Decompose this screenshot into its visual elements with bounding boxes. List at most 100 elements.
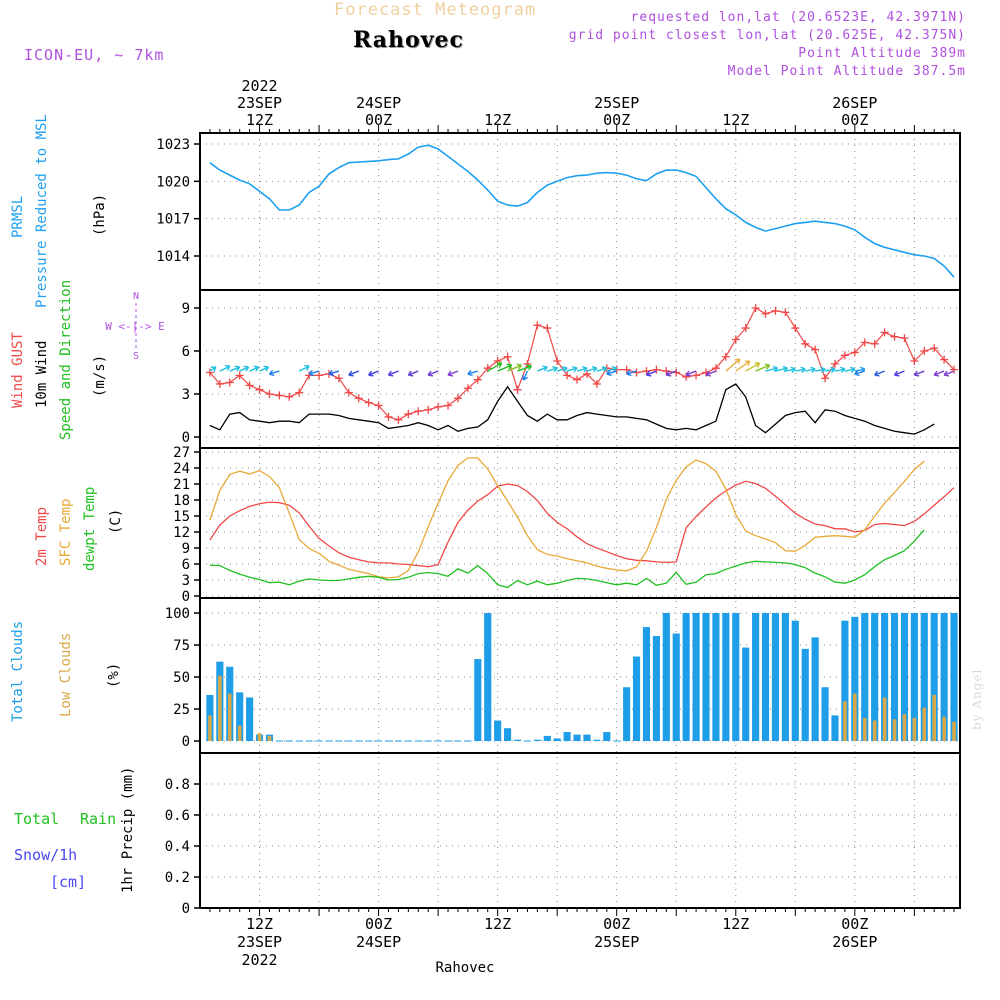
wind-direction-arrow [566,366,578,373]
sfc-temp-line [209,457,925,579]
total-cloud-bar [246,697,254,741]
gust-marker [374,401,383,410]
model-label: ICON-EU, ~ 7km [24,46,165,64]
top-time-label: 24SEP [356,94,401,112]
gust-marker [205,368,214,377]
total-cloud-bar [900,613,909,741]
gust-marker [414,407,423,416]
gust-marker [424,405,433,414]
gust-marker [285,392,294,401]
clouds-ytick-label: 50 [173,670,190,686]
wind-direction-arrow [497,363,513,372]
compass-we: W <-|-> E [105,320,165,333]
gust-marker [920,347,929,355]
gust-line [209,307,955,421]
total-cloud-bar [603,732,611,741]
total-cloud-bar [236,692,244,741]
gust-marker [950,365,959,374]
total-cloud-bar [484,613,492,741]
wind-direction-arrow [933,370,945,377]
total-cloud-bar [662,613,670,741]
gust-marker [801,339,810,348]
wind-direction-arrow [665,370,677,377]
total-cloud-bar [930,613,938,741]
total-cloud-bar [752,613,760,741]
wind-direction-arrow [387,370,399,377]
gust-marker [225,378,234,387]
gust-marker [463,384,472,393]
total-cloud-bar [494,720,502,741]
wind10m-line [209,383,935,435]
wind-direction-arrow [745,362,761,372]
gust-marker [503,352,512,361]
low-cloud-bar [892,719,897,741]
low-cloud-bar [267,735,272,741]
gust-marker [245,381,254,390]
gust-marker [771,306,780,315]
total-cloud-bar [742,647,750,741]
wind-direction-arrows [209,358,955,381]
gust-marker [543,324,552,333]
wind-direction-arrow [626,369,637,377]
wind-direction-arrow [834,366,846,374]
gust-marker [711,364,720,373]
bottom-time-label: 00Z [365,915,392,933]
gust-marker [930,344,939,353]
low-cloud-bar [912,717,917,741]
gust-marker [612,365,621,374]
total-cloud-bar [811,637,819,741]
wind-ytick-label: 6 [182,344,190,360]
gust-marker [761,309,770,318]
gust-marker [404,410,413,419]
precip-rain-label: Rain [80,810,117,828]
top-time-label: 12Z [246,111,273,129]
compass-s: S [133,351,139,362]
total-cloud-bar [761,613,770,741]
gust-marker [384,412,393,421]
gust-marker [870,339,879,348]
wind-direction-arrow [328,369,340,377]
total-cloud-bar [672,633,680,741]
wind-direction-arrow [348,370,360,377]
gust-marker [473,375,482,384]
gust-marker [821,374,830,383]
top-time-label: 23SEP [237,94,282,112]
low-cloud-bar [922,707,927,741]
total-cloud-bar [474,659,482,741]
bottom-time-label: 12Z [246,915,273,933]
temp-ytick-label: 12 [173,525,190,541]
total-cloud-bar [682,613,690,741]
total-cloud-bar [533,739,541,741]
gust-marker [781,308,790,317]
total-cloud-bar [920,613,928,741]
wind-direction-arrow [576,366,588,373]
temp-2m-line [209,480,955,568]
gust-marker [692,371,701,380]
total-cloud-bar [513,739,522,741]
clouds-ytick-label: 0 [182,734,190,750]
wind-direction-arrow [913,370,925,377]
temp-frame [199,447,961,599]
gust-marker [513,385,522,394]
low-cloud-bar [952,721,956,741]
total-cloud-bar [791,620,799,741]
total-cloud-bar [950,613,958,741]
wind-direction-arrow [219,364,231,372]
total-cloud-bar [910,613,918,741]
precip-cm-label: [cm] [50,873,87,891]
wind-direction-arrow [755,363,771,372]
wind-direction-arrow [259,365,270,372]
total-cloud-bar [771,613,780,741]
gust-marker [721,352,730,361]
wind-direction-arrow [645,370,657,377]
temp-ytick-label: 3 [182,573,190,589]
bottom-time-label: 24SEP [356,933,401,951]
total-cloud-bar [652,636,660,741]
low-cloud-bar [902,714,907,741]
gust-marker [235,371,244,380]
faint-title: Forecast Meteogram [334,0,537,20]
total-cloud-bar [712,613,720,741]
pressure-ytick-label: 1023 [156,137,190,153]
gust-marker [582,369,591,378]
gust-marker [850,348,859,357]
